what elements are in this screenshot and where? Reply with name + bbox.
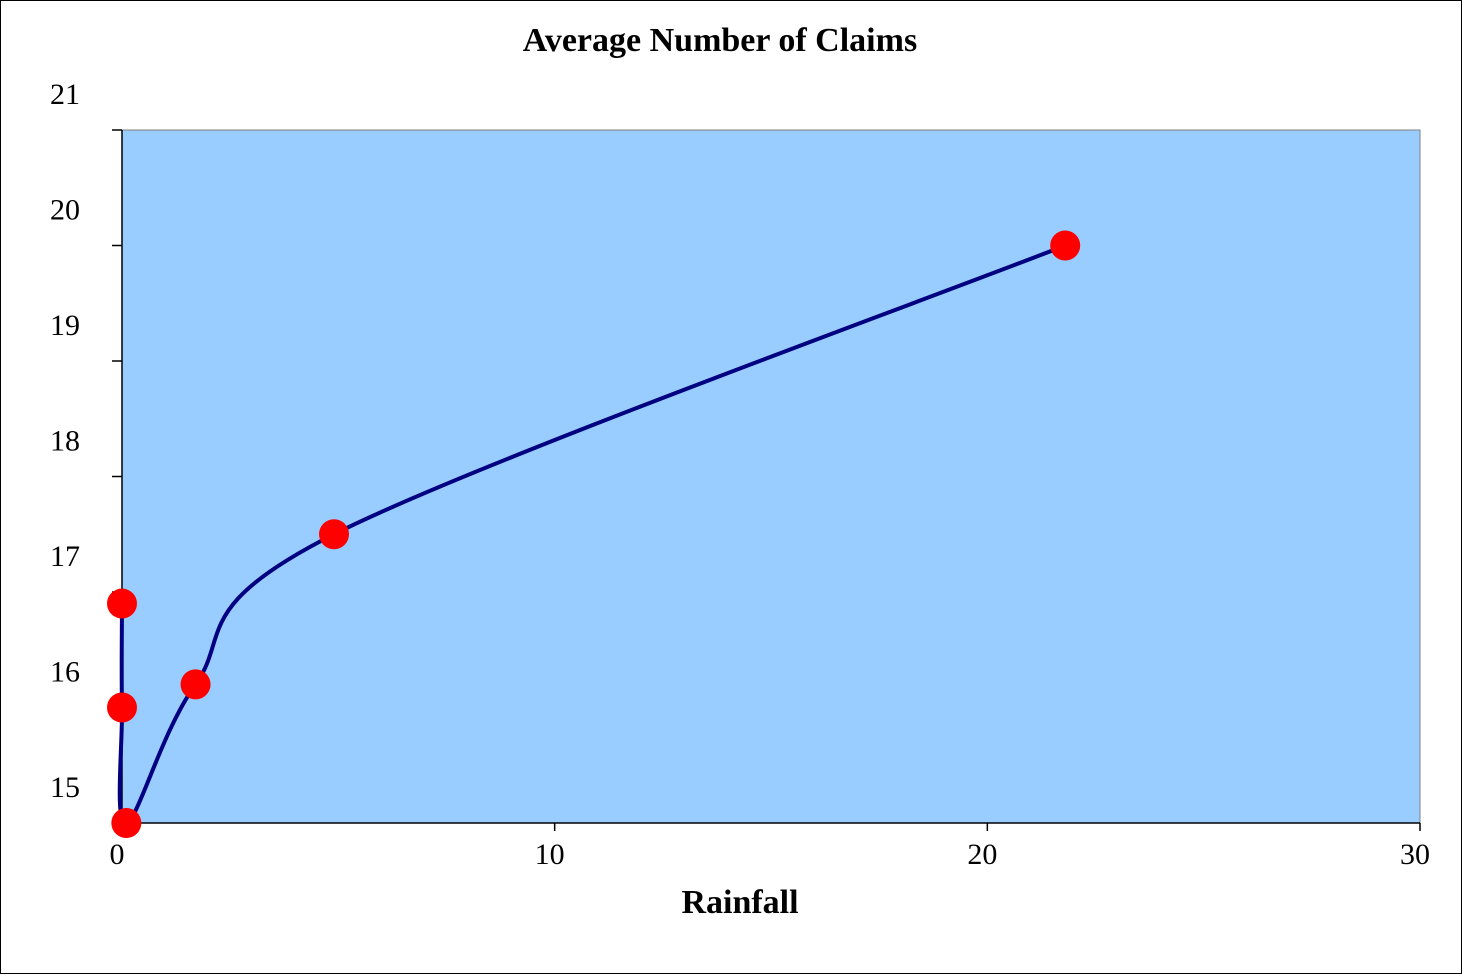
data-point xyxy=(107,692,137,723)
x-tick-label: 30 xyxy=(1400,838,1430,871)
x-tick-label: 20 xyxy=(967,838,997,871)
y-tick-label: 21 xyxy=(50,78,80,111)
plot-area xyxy=(121,129,1421,824)
y-tick-label: 19 xyxy=(50,309,80,342)
y-tick-label: 20 xyxy=(50,193,80,226)
x-tick-label: 10 xyxy=(535,838,565,871)
y-tick-label: 15 xyxy=(50,771,80,804)
x-axis-title: Rainfall xyxy=(681,884,798,921)
x-tick-label: 0 xyxy=(110,838,125,871)
data-point xyxy=(319,519,350,550)
data-point xyxy=(107,588,137,619)
data-point xyxy=(111,808,142,838)
y-tick-label: 18 xyxy=(50,424,80,457)
data-point xyxy=(180,669,211,700)
y-tick-label: 17 xyxy=(50,540,80,573)
y-tick-label: 16 xyxy=(50,655,80,688)
chart-title: Average Number of Claims xyxy=(523,22,917,59)
data-point xyxy=(1050,230,1081,261)
